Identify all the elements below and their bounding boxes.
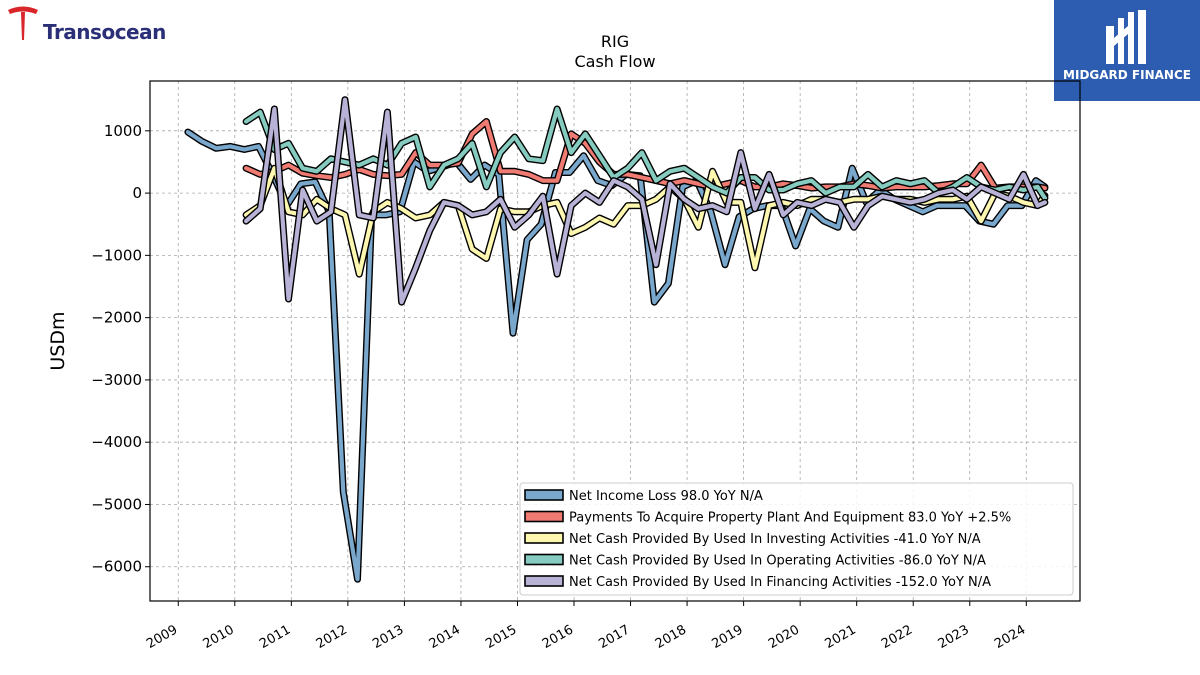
transocean-t-icon (8, 6, 38, 40)
x-tick-label: 2011 (257, 622, 293, 652)
legend: Net Income Loss 98.0 YoY N/A Payments To … (519, 482, 1074, 596)
x-tick-label: 2012 (314, 622, 350, 652)
x-tick-label: 2023 (936, 622, 972, 652)
x-tick-label: 2020 (766, 622, 802, 652)
y-tick-label: −6000 (91, 558, 142, 576)
transocean-wordmark: Transocean (43, 20, 166, 44)
plot-frame (149, 80, 1081, 602)
x-tick-label: 2009 (144, 622, 180, 652)
legend-box (519, 482, 1074, 596)
x-tick-label: 2018 (653, 622, 689, 652)
x-tick-label: 2013 (370, 622, 406, 652)
x-tick-label: 2022 (879, 622, 915, 652)
legend-swatch (524, 532, 564, 544)
x-tick-label: 2017 (596, 622, 632, 652)
legend-entry-4: Net Cash Provided By Used In Financing A… (569, 575, 991, 590)
legend-swatch (524, 575, 564, 587)
y-tick-label: 0 (132, 184, 142, 202)
x-tick-label: 2014 (427, 622, 463, 652)
transocean-logo: Transocean (6, 4, 196, 46)
chart-title: RIG (601, 32, 629, 51)
midgard-wordmark: MIDGARD FINANCE (1063, 68, 1191, 82)
x-tick-label: 2015 (483, 622, 519, 652)
midgard-finance-logo: MIDGARD FINANCE (1054, 0, 1200, 101)
y-tick-label: −1000 (91, 246, 142, 264)
midgard-monogram-icon (1106, 10, 1146, 64)
series-4-line (244, 97, 1048, 305)
legend-swatch (524, 510, 564, 523)
x-tick-label: 2010 (201, 622, 237, 652)
legend-entry-1: Payments To Acquire Property Plant And E… (569, 511, 1011, 526)
x-tick-label: 2021 (823, 622, 859, 652)
legend-entry-2: Net Cash Provided By Used In Investing A… (569, 532, 981, 547)
legend-entry-0: Net Income Loss 98.0 YoY N/A (569, 489, 763, 504)
legend-swatch (524, 553, 564, 566)
legend-swatch (524, 489, 564, 501)
y-axis-label: USDm (47, 311, 69, 370)
y-tick-label: −3000 (91, 371, 142, 389)
x-tick-label: 2024 (992, 622, 1028, 652)
x-axis-ticks: 2009 2010 2011 2012 2013 2014 2015 2016 2017 2018… (144, 601, 1028, 652)
chart-subtitle: Cash Flow (574, 52, 655, 71)
y-tick-label: −4000 (91, 433, 142, 451)
legend-entry-3: Net Cash Provided By Used In Operating A… (569, 554, 986, 569)
y-tick-label: −2000 (91, 309, 142, 327)
series-3-outline (242, 105, 1049, 202)
y-tick-label: 1000 (104, 122, 142, 140)
x-tick-label: 2016 (540, 622, 576, 652)
series-lines (184, 96, 1049, 583)
y-axis-ticks: 1000 0 −1000 −2000 −3000 −4000 −5000 −6000 (91, 122, 150, 576)
y-tick-label: −5000 (91, 495, 142, 513)
x-tick-label: 2019 (709, 622, 745, 652)
